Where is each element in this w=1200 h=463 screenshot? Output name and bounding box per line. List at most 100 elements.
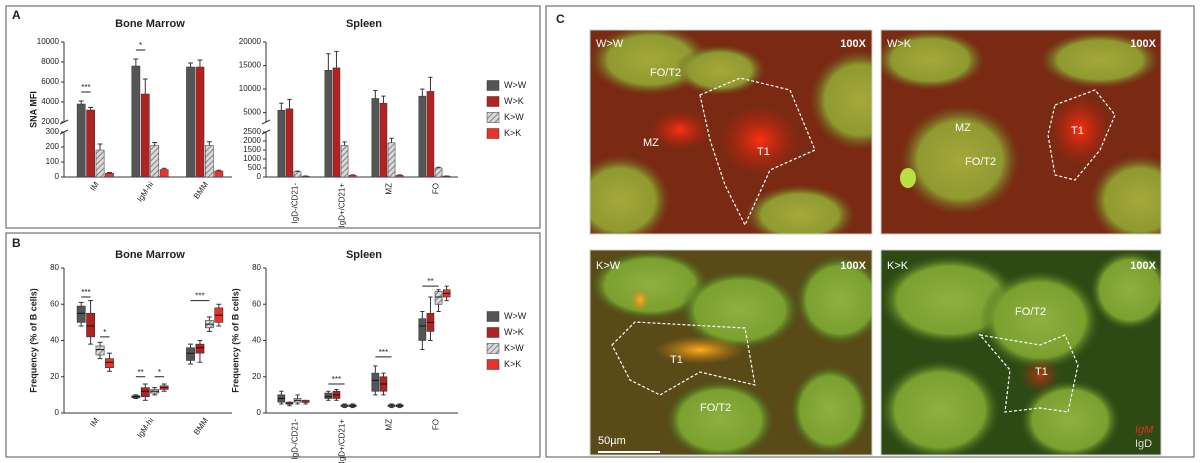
region-label: FO/T2 (650, 67, 681, 79)
y-tick-label: 2000 (243, 136, 261, 145)
legend-label: K>W (504, 343, 524, 353)
legend-swatch (486, 128, 500, 139)
y-tick-label: 20000 (239, 37, 262, 46)
y-tick-label: 60 (252, 299, 261, 308)
x-tick-label: IM (88, 416, 101, 429)
y-tick-label: 8000 (41, 57, 59, 66)
legend-label: K>W (504, 112, 524, 122)
micrograph (881, 250, 1161, 455)
y-axis-label: Frequency (% of B cells) (230, 288, 240, 393)
region-label: FO/T2 (700, 402, 731, 414)
panel-frame (545, 5, 1195, 458)
bar (379, 102, 388, 178)
x-tick-label: IgD+/CD21+ (338, 419, 347, 463)
bar (371, 98, 380, 178)
legend-swatch (486, 112, 500, 123)
image-frame (880, 249, 1162, 456)
region-label: T1 (1035, 366, 1048, 378)
box (324, 392, 333, 399)
chart-title: Bone Marrow (115, 18, 185, 30)
y-tick-label: 1000 (243, 154, 261, 163)
box (76, 305, 86, 323)
box (418, 318, 427, 341)
bar (205, 145, 214, 178)
significance-label: * (103, 328, 106, 337)
y-tick-label: 0 (257, 408, 262, 417)
panel-label: C (556, 12, 565, 26)
bar (140, 93, 150, 178)
box (195, 343, 205, 354)
bar (285, 108, 294, 178)
y-tick-label: 4000 (41, 97, 59, 106)
y-tick-label: 0 (55, 408, 60, 417)
stain-label: IgD (1135, 438, 1152, 450)
image-frame (589, 249, 873, 456)
y-tick-label: 5000 (243, 108, 261, 117)
bar (95, 149, 105, 178)
bar (159, 169, 169, 178)
box (371, 372, 380, 392)
scale-bar-label: 50µm (598, 435, 626, 447)
region-label: T1 (1071, 125, 1084, 137)
chart-title: Spleen (346, 249, 382, 261)
legend-label: W>K (504, 327, 524, 337)
significance-label: *** (332, 375, 341, 384)
bar (214, 170, 224, 178)
image-title: W>K (887, 38, 912, 50)
y-tick-label: 20 (252, 372, 261, 381)
legend-label: W>K (504, 96, 524, 106)
x-tick-label: FO (432, 419, 441, 430)
x-tick-label: IM (88, 180, 101, 193)
y-tick-label: 2500 (243, 127, 261, 136)
significance-label: *** (81, 288, 90, 297)
y-axis-label: Frequency (% of B cells) (28, 288, 38, 393)
y-tick-label: 200 (46, 142, 60, 151)
region-label: FO/T2 (965, 156, 996, 168)
legend-label: K>K (504, 359, 521, 369)
significance-label: * (158, 368, 161, 377)
y-tick-label: 80 (252, 263, 261, 272)
x-tick-label: FO (432, 183, 441, 194)
bar (105, 173, 114, 178)
significance-label: * (139, 41, 142, 50)
box (186, 347, 195, 361)
magnification: 100X (1130, 260, 1156, 272)
legend-swatch (486, 343, 500, 354)
image-title: W>W (596, 38, 624, 50)
y-tick-label: 15000 (239, 61, 262, 70)
chart-title: Bone Marrow (115, 249, 185, 261)
significance-label: *** (81, 83, 90, 92)
legend-swatch (486, 96, 500, 107)
chart-title: Spleen (346, 18, 382, 30)
significance-label: ** (137, 368, 143, 377)
y-tick-label: 80 (50, 263, 59, 272)
region-label: FO/T2 (1015, 306, 1046, 318)
y-tick-label: 20 (50, 372, 59, 381)
y-tick-label: 1500 (243, 145, 261, 154)
x-tick-label: MZ (385, 419, 394, 431)
y-tick-label: 10000 (239, 84, 262, 93)
bar (395, 174, 404, 178)
box (434, 291, 443, 305)
y-tick-label: 100 (46, 157, 60, 166)
x-tick-label: IgD-/CD21- (291, 419, 300, 460)
x-tick-label: IgD+/CD21+ (338, 183, 347, 228)
image-frame (880, 29, 1162, 235)
x-tick-label: BMM (192, 180, 210, 201)
y-tick-label: 60 (50, 299, 59, 308)
region-label: MZ (643, 137, 659, 149)
y-tick-label: 300 (46, 127, 60, 136)
y-axis-label: SNA MFI (28, 91, 38, 128)
bar (387, 142, 396, 178)
x-tick-label: IgM-hi (135, 180, 155, 204)
y-tick-label: 6000 (41, 77, 59, 86)
legend-swatch (486, 359, 500, 370)
bar (332, 67, 341, 178)
significance-label: *** (379, 348, 388, 357)
significance-label: *** (195, 292, 204, 301)
bar (131, 65, 141, 178)
panel-label: B (12, 236, 21, 250)
bar (86, 109, 95, 178)
significance-label: ** (427, 277, 433, 286)
